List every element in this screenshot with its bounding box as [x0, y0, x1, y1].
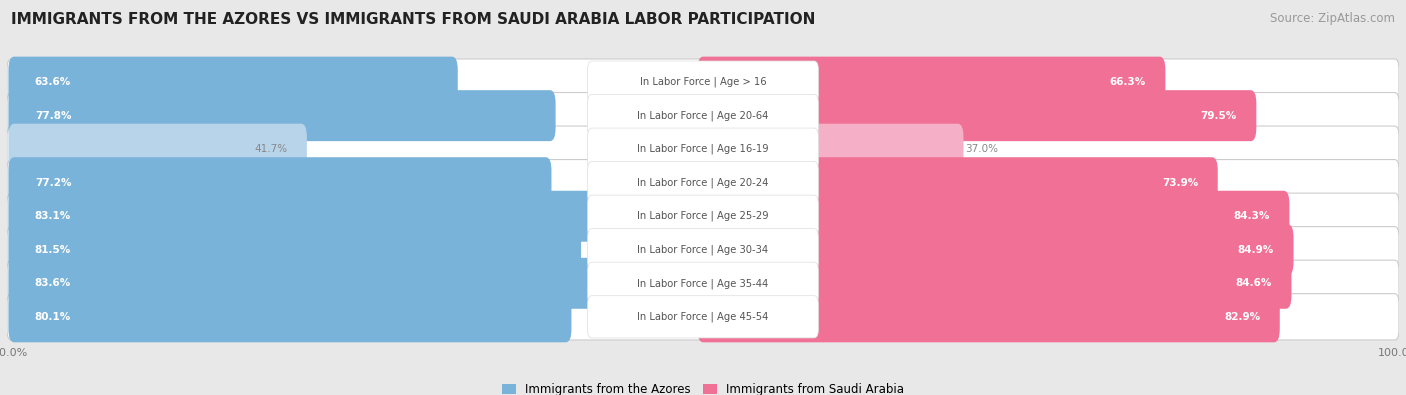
FancyBboxPatch shape [8, 292, 571, 342]
FancyBboxPatch shape [7, 294, 1399, 340]
Text: In Labor Force | Age 30-34: In Labor Force | Age 30-34 [637, 245, 769, 255]
Text: 79.5%: 79.5% [1201, 111, 1237, 120]
FancyBboxPatch shape [588, 195, 818, 237]
FancyBboxPatch shape [8, 224, 581, 275]
FancyBboxPatch shape [8, 191, 592, 242]
Text: 83.6%: 83.6% [35, 278, 72, 288]
FancyBboxPatch shape [8, 124, 307, 175]
FancyBboxPatch shape [7, 260, 1399, 307]
Text: 63.6%: 63.6% [35, 77, 72, 87]
Text: 77.8%: 77.8% [35, 111, 72, 120]
Text: In Labor Force | Age 20-24: In Labor Force | Age 20-24 [637, 177, 769, 188]
FancyBboxPatch shape [697, 124, 963, 175]
FancyBboxPatch shape [8, 258, 596, 309]
FancyBboxPatch shape [588, 94, 818, 137]
FancyBboxPatch shape [7, 227, 1399, 273]
FancyBboxPatch shape [697, 90, 1257, 141]
FancyBboxPatch shape [588, 162, 818, 204]
Text: 37.0%: 37.0% [965, 144, 998, 154]
FancyBboxPatch shape [7, 160, 1399, 206]
Text: Source: ZipAtlas.com: Source: ZipAtlas.com [1270, 12, 1395, 25]
FancyBboxPatch shape [8, 90, 555, 141]
FancyBboxPatch shape [7, 59, 1399, 105]
FancyBboxPatch shape [697, 224, 1294, 275]
Text: 84.9%: 84.9% [1237, 245, 1274, 255]
FancyBboxPatch shape [588, 262, 818, 305]
Text: In Labor Force | Age 20-64: In Labor Force | Age 20-64 [637, 110, 769, 121]
Text: In Labor Force | Age 25-29: In Labor Force | Age 25-29 [637, 211, 769, 222]
FancyBboxPatch shape [8, 157, 551, 208]
FancyBboxPatch shape [7, 92, 1399, 139]
FancyBboxPatch shape [588, 229, 818, 271]
FancyBboxPatch shape [697, 292, 1279, 342]
Text: 83.1%: 83.1% [35, 211, 72, 221]
Legend: Immigrants from the Azores, Immigrants from Saudi Arabia: Immigrants from the Azores, Immigrants f… [496, 379, 910, 395]
Text: In Labor Force | Age > 16: In Labor Force | Age > 16 [640, 77, 766, 87]
FancyBboxPatch shape [588, 128, 818, 170]
Text: IMMIGRANTS FROM THE AZORES VS IMMIGRANTS FROM SAUDI ARABIA LABOR PARTICIPATION: IMMIGRANTS FROM THE AZORES VS IMMIGRANTS… [11, 12, 815, 27]
FancyBboxPatch shape [697, 191, 1289, 242]
Text: In Labor Force | Age 35-44: In Labor Force | Age 35-44 [637, 278, 769, 289]
FancyBboxPatch shape [697, 157, 1218, 208]
Text: In Labor Force | Age 16-19: In Labor Force | Age 16-19 [637, 144, 769, 154]
Text: 73.9%: 73.9% [1161, 178, 1198, 188]
Text: 84.6%: 84.6% [1236, 278, 1272, 288]
FancyBboxPatch shape [697, 56, 1166, 107]
FancyBboxPatch shape [588, 296, 818, 338]
Text: 77.2%: 77.2% [35, 178, 72, 188]
Text: 41.7%: 41.7% [254, 144, 287, 154]
FancyBboxPatch shape [7, 126, 1399, 172]
Text: 82.9%: 82.9% [1225, 312, 1260, 322]
Text: In Labor Force | Age 45-54: In Labor Force | Age 45-54 [637, 312, 769, 322]
Text: 80.1%: 80.1% [35, 312, 72, 322]
FancyBboxPatch shape [588, 61, 818, 103]
Text: 84.3%: 84.3% [1233, 211, 1270, 221]
FancyBboxPatch shape [7, 193, 1399, 239]
Text: 81.5%: 81.5% [35, 245, 72, 255]
FancyBboxPatch shape [8, 56, 458, 107]
Text: 66.3%: 66.3% [1109, 77, 1146, 87]
FancyBboxPatch shape [697, 258, 1292, 309]
